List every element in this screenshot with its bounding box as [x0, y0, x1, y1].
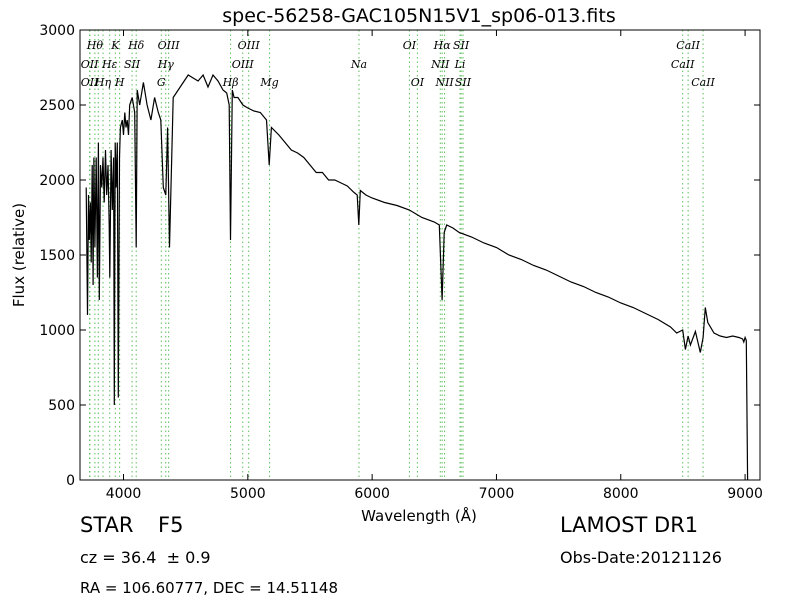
x-tick-label: 6000 — [354, 486, 390, 502]
x-tick-label: 4000 — [106, 486, 142, 502]
x-tick-label: 8000 — [603, 486, 639, 502]
line-marker-label: H — [114, 76, 125, 89]
line-marker-label: SII — [455, 76, 472, 89]
line-marker-label: K — [110, 39, 120, 52]
line-marker-label: Na — [350, 58, 367, 71]
line-marker-label: Hγ — [157, 58, 175, 71]
survey-label: LAMOST DR1 — [560, 513, 699, 537]
redshift-text: cz = 36.4 ± 0.9 — [80, 548, 211, 567]
line-marker-label: NII — [434, 76, 454, 89]
star-subclass-label: F5 — [158, 513, 184, 537]
line-marker-label: Hη — [94, 76, 112, 89]
line-marker-label: Hβ — [222, 76, 239, 89]
line-marker-label: G — [157, 76, 166, 89]
y-tick-label: 500 — [48, 398, 75, 414]
y-axis-ticks: 0 500 1000 1500 2000 2500 3000 — [39, 23, 760, 489]
line-marker-label: Li — [454, 58, 466, 71]
line-marker-label: OIII — [238, 39, 261, 52]
y-tick-label: 0 — [66, 473, 75, 489]
y-axis-label: Flux (relative) — [10, 203, 28, 307]
line-marker-label: CaII — [691, 76, 715, 89]
line-marker-label: CaII — [671, 58, 695, 71]
line-marker-label: Hα — [433, 39, 452, 52]
x-tick-label: 5000 — [230, 486, 266, 502]
spectral-line-labels: OII OII Hθ Hη Hε K H SII Hδ G Hγ OIII Hβ OIII OIII Mg Na… — [81, 39, 716, 89]
y-tick-label: 2000 — [39, 173, 75, 189]
line-marker-label: Hδ — [127, 39, 145, 52]
line-marker-label: SII — [124, 58, 141, 71]
plot-frame — [79, 29, 761, 481]
x-axis-ticks: 4000 5000 6000 7000 8000 9000 — [106, 30, 763, 502]
line-marker-label: OIII — [158, 39, 181, 52]
y-tick-label: 3000 — [39, 23, 75, 39]
ra-dec-text: RA = 106.60777, DEC = 14.51148 — [80, 579, 339, 597]
line-marker-label: OII — [81, 76, 99, 89]
obs-date-text: Obs-Date:20121126 — [560, 548, 722, 567]
y-tick-label: 2500 — [39, 98, 75, 114]
y-tick-label: 1500 — [39, 248, 75, 264]
line-marker-label: OII — [81, 58, 99, 71]
line-marker-label: Hε — [101, 58, 118, 71]
x-axis-label: Wavelength (Å) — [361, 506, 477, 525]
x-tick-label: 9000 — [727, 486, 763, 502]
chart-title: spec-56258-GAC105N15V1_sp06-013.fits — [222, 5, 615, 27]
spectrum-line — [85, 73, 749, 481]
line-marker-label: SII — [453, 39, 470, 52]
line-marker-label: Hθ — [86, 39, 104, 52]
line-marker-label: CaII — [676, 39, 700, 52]
spectral-line-markers — [89, 30, 704, 480]
y-tick-label: 1000 — [39, 323, 75, 339]
line-marker-label: Mg — [259, 76, 278, 89]
line-marker-label: OI — [411, 76, 425, 89]
line-marker-label: NII — [430, 58, 450, 71]
line-marker-label: OIII — [232, 58, 255, 71]
star-class-label: STAR — [80, 513, 134, 537]
line-marker-label: OI — [403, 39, 417, 52]
x-tick-label: 7000 — [479, 486, 515, 502]
